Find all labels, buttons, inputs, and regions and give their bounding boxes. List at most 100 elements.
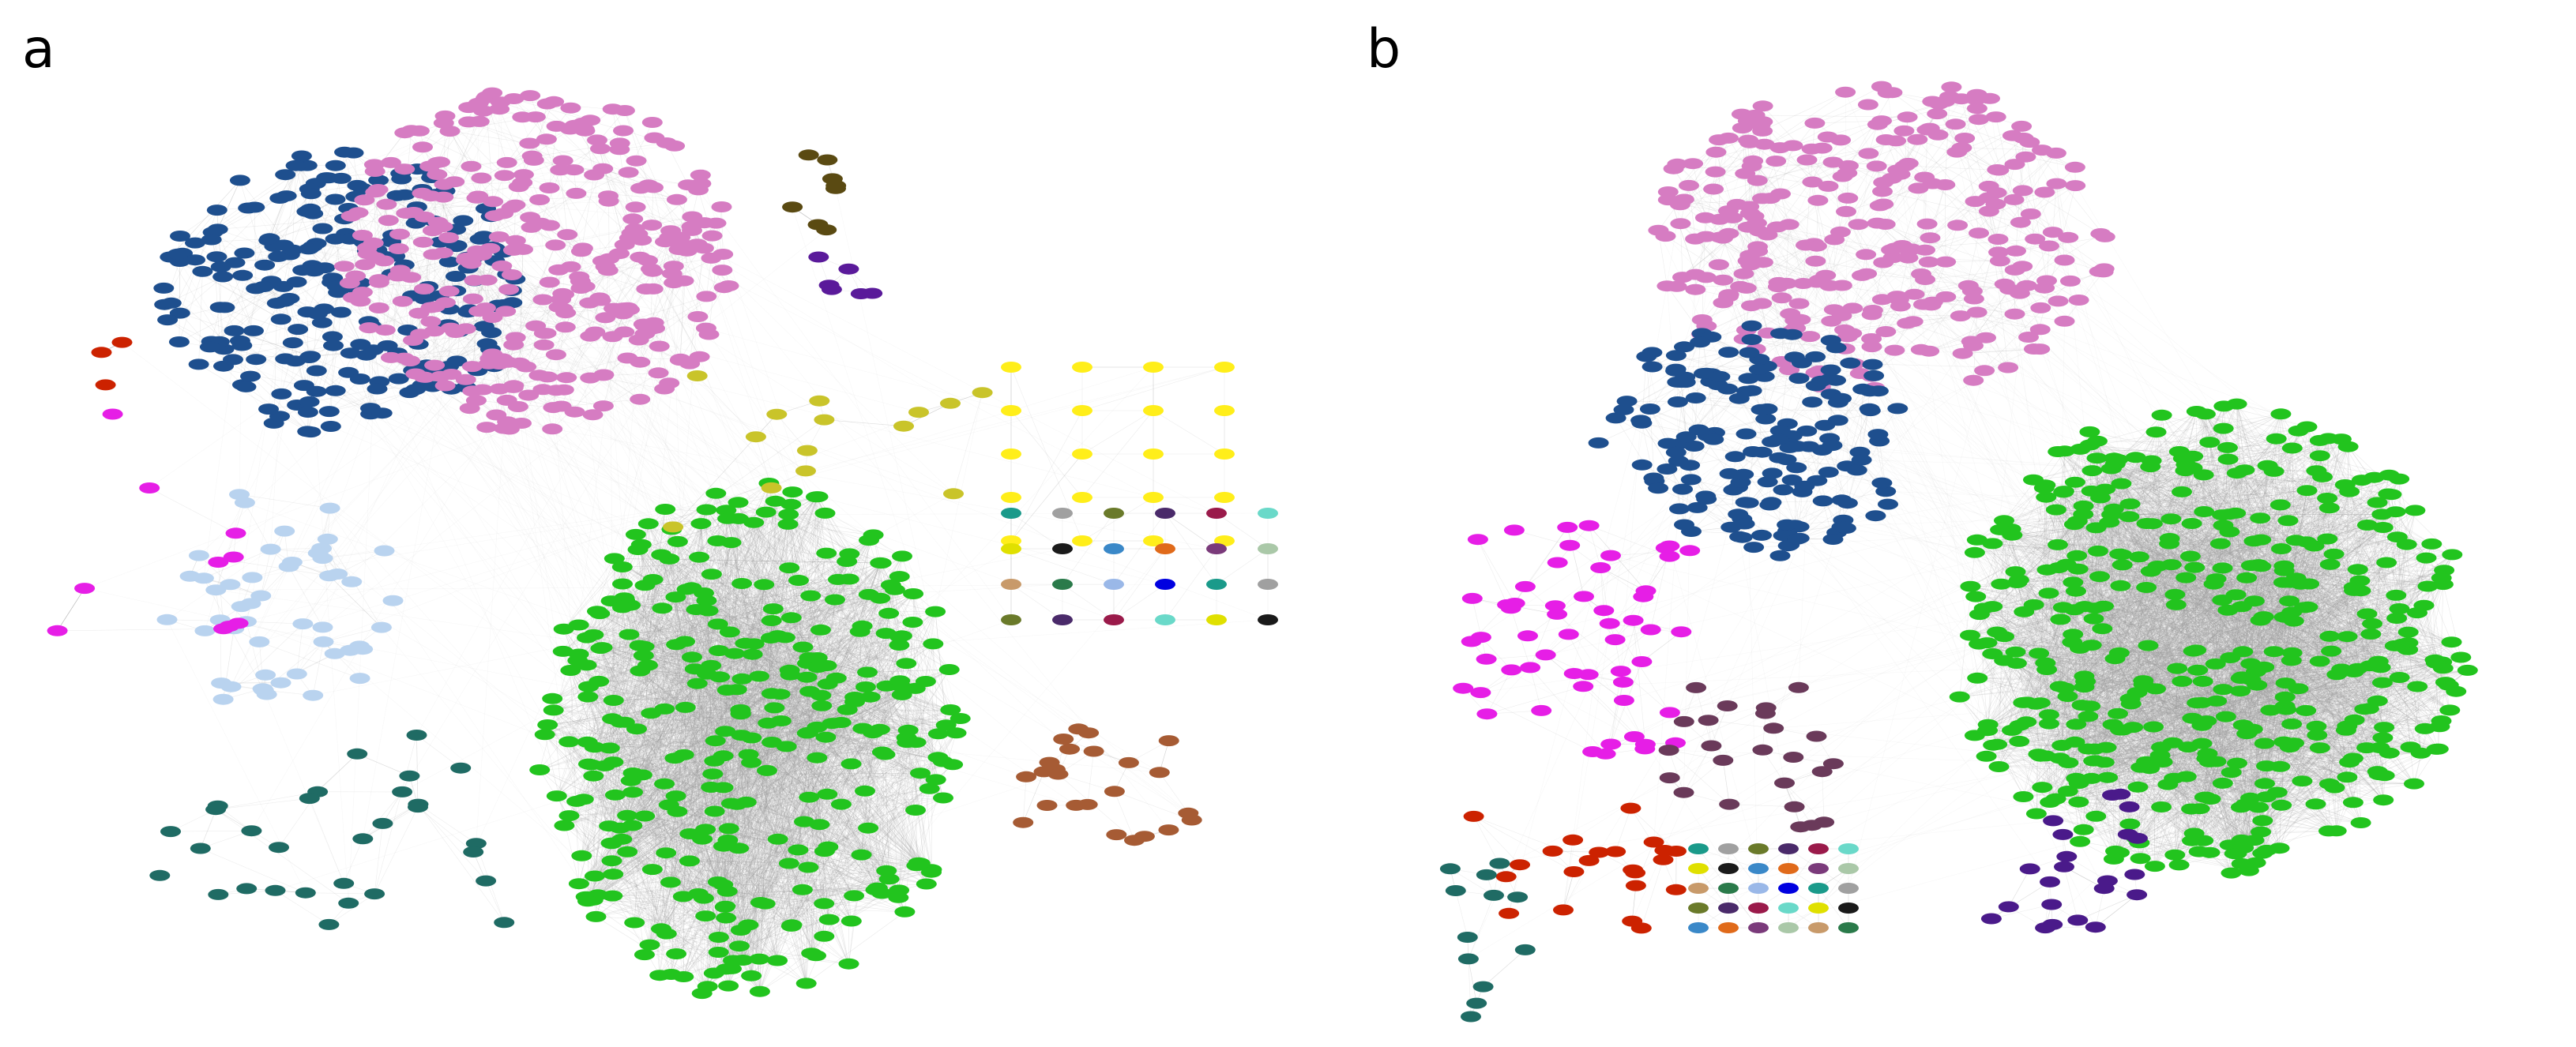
edge-a-green-core (740, 821, 805, 931)
edge-a-green-core (634, 579, 653, 923)
edge-a-green-core (675, 644, 706, 917)
edge-a-green-core (645, 585, 790, 864)
edge-a-green-core (660, 554, 668, 934)
edge-a-green-core (596, 862, 919, 918)
edge-a-inter (506, 422, 600, 614)
edge-a-green-core (593, 647, 803, 776)
edge-a-green-core (720, 677, 946, 726)
edge-a-green-core (821, 695, 907, 738)
edge-a-green-core (815, 722, 842, 956)
edge-a-green-core (677, 729, 881, 812)
edge-a-green-core (624, 598, 675, 759)
edge-a-green-core (588, 696, 792, 927)
edge-a-navy (217, 180, 241, 230)
edge-a-green-core (644, 502, 739, 647)
edge-a-green-core (556, 670, 641, 797)
edge-a-green-core (586, 665, 650, 945)
edge-a-green-core (788, 514, 848, 562)
edge-a-green-core (611, 843, 825, 904)
edge-a-green-core (652, 587, 692, 870)
edge-a-green-core (867, 742, 916, 828)
edge-a-green-core (669, 558, 732, 969)
edge-a-teal (363, 791, 403, 839)
edge-a-green-core (652, 869, 852, 921)
edge-a-green-core (727, 722, 833, 891)
edge-a-green-core (641, 512, 825, 775)
edge-a-green-core (540, 769, 706, 830)
edge-a-green-core (551, 698, 585, 800)
edge-a-green-core (544, 726, 818, 735)
edge-a-green-core (660, 554, 742, 736)
edge-a-green-core (576, 678, 743, 802)
edge-a-green-core (660, 801, 747, 929)
edge-a-green-core (611, 860, 718, 883)
edge-a-green-core (714, 635, 778, 812)
edge-a-green-core (754, 644, 778, 961)
edge-a-green-core (754, 644, 807, 734)
edge-a-green-core (788, 524, 944, 762)
edge-a-green-core (867, 827, 882, 894)
edge-a-pink (651, 187, 654, 226)
edge-a-green-core (759, 677, 807, 992)
edge-a-green-core (741, 583, 749, 755)
edge-a-green-core (577, 660, 726, 732)
edge-a-green-core (588, 712, 741, 764)
edge-a-green-core (738, 502, 868, 673)
edge-a-green-core (918, 788, 930, 863)
edge-a-green-core (630, 605, 720, 651)
edge-a-green-core (741, 583, 807, 734)
edge-a-green-core (861, 611, 936, 855)
edge-a-green-core (661, 554, 818, 668)
edge-a-green-core (578, 882, 671, 884)
edge-a-green-core (849, 554, 932, 870)
edge-a-green-core (611, 842, 876, 891)
edge-a-green-core (675, 542, 731, 759)
edge-a-green-core (594, 696, 856, 748)
edge-a-green-core (609, 737, 752, 749)
edge-a-inter (697, 243, 1217, 514)
edge-a-green-core (750, 709, 951, 976)
edge-a-green-core (666, 891, 728, 934)
edge-a-green-core (810, 595, 867, 688)
edge-a-green-core (731, 542, 799, 581)
edge-a-green-core (807, 733, 921, 864)
edge-a-green-core (662, 541, 679, 609)
edge-a-green-core (586, 610, 709, 666)
edge-a-green-core (750, 757, 938, 976)
edge-a-green-core (622, 827, 869, 840)
edge-a-teal (305, 892, 375, 895)
edge-a-green-core (732, 854, 862, 961)
edge-a-green-core (586, 665, 841, 723)
edge-a-green-core (832, 723, 852, 921)
edge-a-green-core (760, 625, 863, 903)
edge-a-green-core (859, 540, 870, 632)
edge-a-green-core (620, 574, 713, 722)
edge-a-green-core (588, 686, 810, 797)
edge-a-green-core (619, 665, 827, 828)
edge-a-green-core (750, 609, 774, 976)
edge-a-green-core (675, 597, 725, 907)
edge-a-teal (374, 734, 417, 895)
edge-a-green-core (854, 701, 938, 758)
edge-a-green-core (611, 600, 698, 684)
edge-a-green-core (731, 542, 852, 921)
edge-a-green-core (627, 681, 927, 853)
edge-a-green-core (722, 733, 807, 885)
edge-a-green-core (613, 700, 684, 756)
edge-a-green-core (637, 549, 887, 687)
edge-a-green-core (581, 509, 707, 856)
edge-a-green-core (740, 657, 818, 931)
edge-a-green-core (612, 893, 882, 896)
edge-a-green-core (846, 561, 889, 614)
edge-a-green-core (640, 670, 752, 738)
edge-a-green-core (593, 634, 741, 711)
edge-a-green-core (714, 705, 822, 762)
edge-a-green-core (723, 756, 829, 847)
edge-a-green-core (581, 635, 778, 856)
edge-a-green-core (593, 775, 612, 844)
edge-a-green-core (597, 729, 637, 895)
edge-a-green-core (817, 672, 868, 728)
edge-a-mixed-small (1216, 548, 1269, 585)
edge-a-green-core (729, 632, 739, 849)
edge-a-green-core (597, 867, 809, 895)
